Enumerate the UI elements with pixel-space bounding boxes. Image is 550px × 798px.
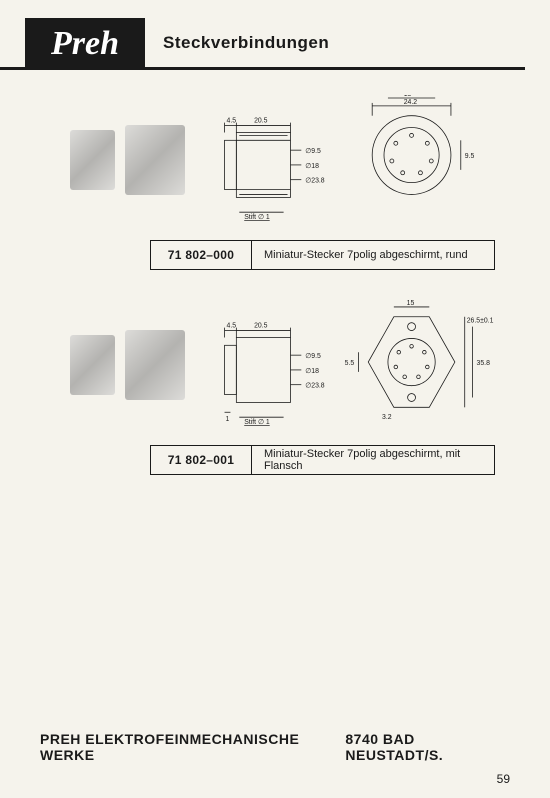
dim-label: ∅9.5 — [305, 148, 321, 155]
dim-label: 4.5 — [227, 118, 237, 125]
dim-label: 9.5 — [465, 153, 475, 160]
product-photo — [125, 330, 185, 400]
dim-label: ∅18 — [305, 163, 319, 170]
dim-label: 20.5 — [254, 323, 268, 330]
technical-drawing: 4.5 20.5 ∅9.5 ∅18 ∅23.8 1 Stift ∅ 1 15 3… — [195, 300, 510, 430]
product-photo — [125, 125, 185, 195]
pin-note: Stift ∅ 1 — [244, 419, 270, 426]
catalog-entry: 71 802–001 Miniatur-Stecker 7polig abges… — [150, 445, 495, 475]
page-title: Steckverbindungen — [163, 33, 329, 53]
dim-label: 15 — [407, 300, 415, 307]
brand-name: Preh — [51, 27, 119, 61]
page-number: 59 — [497, 772, 510, 786]
page-header: Preh Steckverbindungen — [0, 18, 525, 70]
dim-label: 35.8 — [477, 360, 491, 367]
part-number: 71 802–001 — [151, 446, 252, 474]
catalog-entry: 71 802–000 Miniatur-Stecker 7polig abges… — [150, 240, 495, 270]
figure-row: 4.5 20.5 ∅9.5 ∅18 ∅23.8 Stift ∅ 1 15 24.… — [70, 90, 510, 230]
part-description: Miniatur-Stecker 7polig abgeschirmt, run… — [252, 241, 494, 269]
figure-row: 4.5 20.5 ∅9.5 ∅18 ∅23.8 1 Stift ∅ 1 15 3… — [70, 295, 510, 435]
technical-drawing: 4.5 20.5 ∅9.5 ∅18 ∅23.8 Stift ∅ 1 15 24.… — [195, 95, 510, 225]
pin-note: Stift ∅ 1 — [244, 214, 270, 221]
dim-label: 20.5 — [254, 118, 268, 125]
product-photo — [70, 130, 115, 190]
dim-label: 5.5 — [345, 360, 355, 367]
dim-label: 3.2 — [382, 414, 392, 421]
product-photo — [70, 335, 115, 395]
brand-logo: Preh — [25, 18, 145, 70]
dim-label: 26.5±0.1 — [467, 318, 494, 325]
dim-label: ∅23.8 — [305, 178, 325, 185]
dim-label: 1 — [226, 416, 230, 423]
footer-location: 8740 BAD NEUSTADT/S. — [345, 731, 510, 763]
dim-label: 15 — [404, 95, 412, 98]
dim-label: ∅9.5 — [305, 353, 321, 360]
dim-label: 4.5 — [227, 323, 237, 330]
dim-label: 24.2 — [404, 99, 418, 106]
footer-company: PREH ELEKTROFEINMECHANISCHE WERKE — [40, 731, 345, 763]
dim-label: ∅23.8 — [305, 383, 325, 390]
part-number: 71 802–000 — [151, 241, 252, 269]
part-description: Miniatur-Stecker 7polig abgeschirmt, mit… — [252, 446, 494, 474]
dim-label: ∅18 — [305, 368, 319, 375]
page-footer: PREH ELEKTROFEINMECHANISCHE WERKE 8740 B… — [0, 731, 550, 763]
